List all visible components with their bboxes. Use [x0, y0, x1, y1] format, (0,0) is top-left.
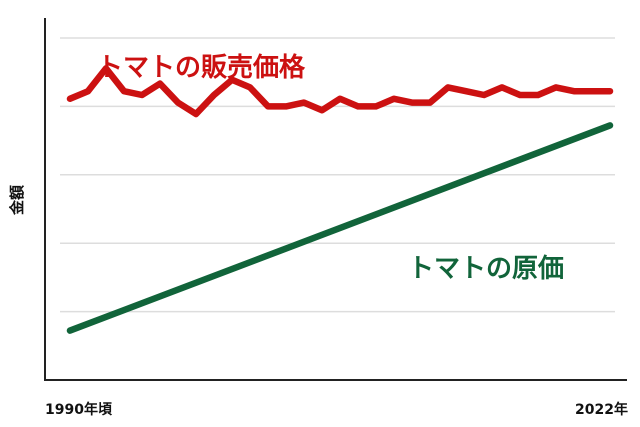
series-lines	[66, 65, 614, 334]
cost-series-label: トマトの原価	[408, 254, 564, 284]
x-tick-label-end: 2022年	[575, 401, 628, 418]
gridlines	[60, 37, 615, 313]
sales-price-line	[66, 65, 614, 118]
y-axis-label: 金額	[8, 185, 26, 216]
cost-line	[66, 122, 614, 334]
x-tick-label-start: 1990年頃	[45, 401, 113, 418]
sales-price-series-label: トマトの販売価格	[97, 52, 306, 83]
